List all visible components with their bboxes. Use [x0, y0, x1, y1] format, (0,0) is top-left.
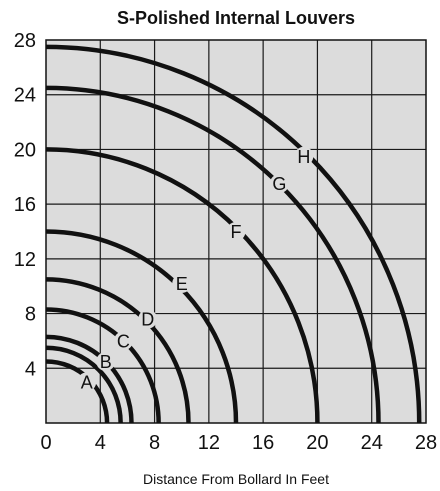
- x-tick-label: 16: [252, 432, 274, 454]
- x-tick-label: 28: [415, 432, 437, 454]
- chart-title: S-Polished Internal Louvers: [117, 8, 355, 28]
- x-axis-label: Distance From Bollard In Feet: [143, 471, 329, 487]
- arc-label-backdrop: [172, 273, 192, 293]
- arc-label-backdrop: [226, 222, 246, 241]
- arc-label-backdrop: [138, 309, 158, 329]
- arc-label-b: B: [100, 352, 112, 372]
- arc-label-backdrop: [96, 351, 116, 371]
- arc-label-f: F: [231, 222, 242, 242]
- arc-label-backdrop: [113, 331, 133, 351]
- x-tick-label: 24: [361, 432, 383, 454]
- arc-label-g: G: [272, 174, 286, 194]
- y-tick-label: 28: [14, 30, 36, 52]
- arc-label-d: D: [141, 310, 154, 330]
- arc-label-backdrop: [77, 372, 97, 392]
- arc-label-c: C: [117, 331, 130, 351]
- x-tick-label: 0: [40, 432, 51, 454]
- y-tick-label: 20: [14, 139, 36, 161]
- arc-label-a: A: [81, 372, 93, 392]
- arc-label-h: H: [297, 147, 310, 167]
- arc-b: [45, 345, 123, 424]
- x-tick-label: 12: [198, 432, 220, 454]
- arc-label-backdrop: [294, 146, 314, 166]
- x-tick-label: 8: [149, 432, 160, 454]
- x-tick-label: 20: [306, 432, 328, 454]
- y-tick-label: 24: [14, 85, 36, 107]
- y-tick-label: 4: [25, 358, 36, 380]
- x-tick-label: 4: [95, 432, 106, 454]
- arc-label-e: E: [176, 274, 188, 294]
- arc-label-backdrop: [269, 174, 289, 194]
- y-tick-label: 8: [25, 304, 36, 326]
- y-tick-label: 12: [14, 249, 36, 271]
- y-tick-label: 16: [14, 194, 36, 216]
